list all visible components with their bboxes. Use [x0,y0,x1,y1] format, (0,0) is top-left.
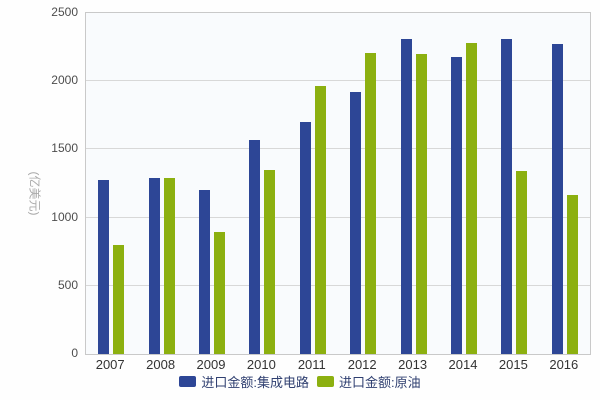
x-tick-label-2013: 2013 [398,357,428,372]
y-tick-label-1000: 1000 [51,209,78,224]
bar-crude-oil-2010[interactable] [264,170,275,354]
gridline-1000 [86,216,590,218]
bar-ic-2012[interactable] [350,92,361,354]
y-axis-title: (亿美元) [27,171,42,216]
y-tick-label-0: 0 [71,346,78,360]
bar-ic-2007[interactable] [98,180,109,354]
plot-area [85,12,591,355]
legend-swatch-crude-oil [317,376,334,387]
x-tick-label-2012: 2012 [347,357,377,372]
bar-ic-2009[interactable] [199,190,210,354]
gridline-2000 [86,80,590,82]
bar-crude-oil-2016[interactable] [567,195,578,354]
y-tick-label-2500: 2500 [51,5,78,19]
bar-ic-2014[interactable] [451,57,462,354]
bar-ic-2010[interactable] [249,140,260,354]
x-tick-label-2016: 2016 [549,357,579,372]
bar-ic-2013[interactable] [401,39,412,354]
x-tick-label-2010: 2010 [246,357,276,372]
x-tick-label-2011: 2011 [297,357,326,372]
bar-ic-2015[interactable] [501,39,512,354]
legend-swatch-ic [179,376,197,387]
bar-ic-2011[interactable] [300,122,311,354]
y-tick-label-1500: 1500 [51,141,78,156]
x-tick-label-2007: 2007 [95,357,125,372]
y-tick-label-500: 500 [57,277,78,292]
bar-crude-oil-2014[interactable] [466,43,477,354]
bar-crude-oil-2007[interactable] [113,245,124,354]
x-tick-label-2015: 2015 [498,357,528,372]
gridline-1500 [86,148,590,150]
legend-label-ic: 进口金额:集成电路 [201,375,309,390]
bar-crude-oil-2009[interactable] [214,232,225,354]
x-tick-label-2008: 2008 [146,357,176,372]
bar-crude-oil-2011[interactable] [315,86,326,354]
bar-ic-2016[interactable] [552,44,563,354]
y-tick-label-2000: 2000 [51,73,78,88]
gridline-500 [86,284,590,286]
legend-item-crude-oil[interactable]: 进口金额:原油 [317,372,421,391]
bar-crude-oil-2008[interactable] [164,178,175,354]
bar-ic-2008[interactable] [149,178,160,354]
legend-item-ic[interactable]: 进口金额:集成电路 [179,372,309,391]
bar-crude-oil-2012[interactable] [365,53,376,354]
x-tick-label-2009: 2009 [196,357,226,372]
legend: 进口金额:集成电路 进口金额:原油 [0,372,600,391]
legend-label-crude-oil: 进口金额:原油 [339,375,421,390]
bar-crude-oil-2013[interactable] [416,54,427,354]
x-tick-label-2014: 2014 [448,357,478,372]
bar-crude-oil-2015[interactable] [516,171,527,354]
